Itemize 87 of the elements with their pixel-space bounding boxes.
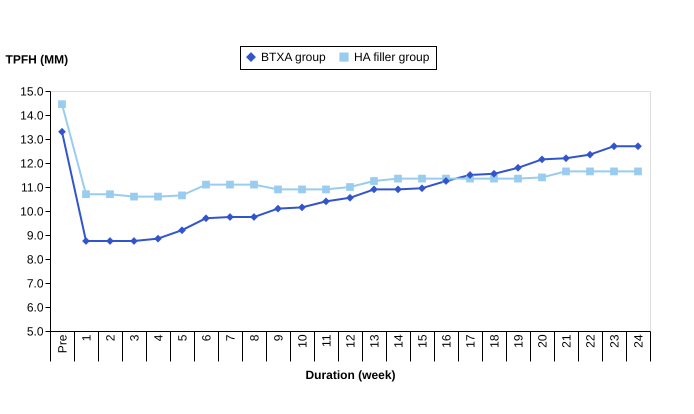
point <box>538 156 546 164</box>
point <box>58 128 66 136</box>
x-tick-label: 1 <box>80 334 94 342</box>
point <box>346 194 354 202</box>
y-axis-title: TPFH (MM) <box>6 52 68 66</box>
point <box>106 190 114 198</box>
y-tick-label: 13.0 <box>20 132 44 146</box>
point <box>634 168 642 176</box>
point <box>610 168 618 176</box>
point <box>298 186 306 194</box>
point <box>178 192 186 200</box>
point <box>370 186 378 194</box>
point <box>394 186 402 194</box>
point <box>106 237 114 245</box>
point <box>466 171 474 179</box>
x-tick-label: 14 <box>392 334 406 348</box>
point <box>154 234 162 242</box>
point <box>322 186 330 194</box>
x-tick-label: 4 <box>152 334 166 342</box>
point <box>250 213 258 221</box>
point <box>394 174 402 182</box>
point <box>586 168 594 176</box>
point <box>226 180 234 188</box>
point <box>322 198 330 206</box>
point <box>250 180 258 188</box>
y-tick-label: 5.0 <box>26 324 44 338</box>
y-tick-label: 9.0 <box>26 228 44 242</box>
point <box>514 164 522 172</box>
point <box>202 180 210 188</box>
point <box>298 204 306 212</box>
x-tick-label: 3 <box>128 334 142 342</box>
x-tick-label: 11 <box>320 334 334 347</box>
x-tick-label: 12 <box>344 334 358 348</box>
x-tick-label: Pre <box>56 334 70 354</box>
x-tick-label: 5 <box>176 334 190 342</box>
point <box>82 237 90 245</box>
point <box>154 192 162 200</box>
point <box>634 142 642 150</box>
x-tick-label: 10 <box>296 334 310 348</box>
x-tick-label: 23 <box>608 334 622 348</box>
point <box>130 192 138 200</box>
x-tick-label: 24 <box>632 334 646 348</box>
x-tick-label: 9 <box>272 334 286 342</box>
point <box>178 226 186 234</box>
point <box>346 183 354 191</box>
point <box>514 174 522 182</box>
legend-label: BTXA group <box>261 50 326 64</box>
y-tick-label: 10.0 <box>20 204 44 218</box>
y-tick-label: 11.0 <box>21 180 44 194</box>
x-tick-label: 6 <box>200 334 214 342</box>
point <box>538 174 546 182</box>
y-tick-label: 15.0 <box>20 84 44 98</box>
legend-label: HA filler group <box>354 50 430 64</box>
x-tick-label: 17 <box>464 334 478 348</box>
point <box>58 100 66 108</box>
point <box>418 174 426 182</box>
y-tick-label: 12.0 <box>20 156 44 170</box>
x-tick-label: 22 <box>584 334 598 348</box>
point <box>202 214 210 222</box>
point <box>562 154 570 162</box>
point <box>370 177 378 185</box>
x-tick-label: 8 <box>248 334 262 342</box>
point <box>586 150 594 158</box>
y-tick-label: 8.0 <box>26 252 44 266</box>
point <box>442 177 450 185</box>
y-tick-label: 14.0 <box>20 108 44 122</box>
point <box>82 190 90 198</box>
x-tick-label: 7 <box>224 334 238 342</box>
x-tick-label: 18 <box>488 334 502 348</box>
x-tick-label: 2 <box>104 334 118 342</box>
point <box>274 204 282 212</box>
point <box>130 237 138 245</box>
point <box>226 213 234 221</box>
point <box>562 168 570 176</box>
x-tick-label: 15 <box>416 334 430 348</box>
point <box>418 184 426 192</box>
x-tick-label: 21 <box>560 334 574 348</box>
y-tick-label: 7.0 <box>26 276 44 290</box>
x-tick-label: 20 <box>536 334 550 348</box>
x-tick-label: 13 <box>368 334 382 348</box>
point <box>610 142 618 150</box>
point <box>490 170 498 178</box>
x-tick-label: 19 <box>512 334 526 348</box>
point <box>274 186 282 194</box>
x-axis-title: Duration (week) <box>305 368 396 382</box>
x-tick-label: 16 <box>440 334 454 348</box>
y-tick-label: 6.0 <box>26 300 44 314</box>
